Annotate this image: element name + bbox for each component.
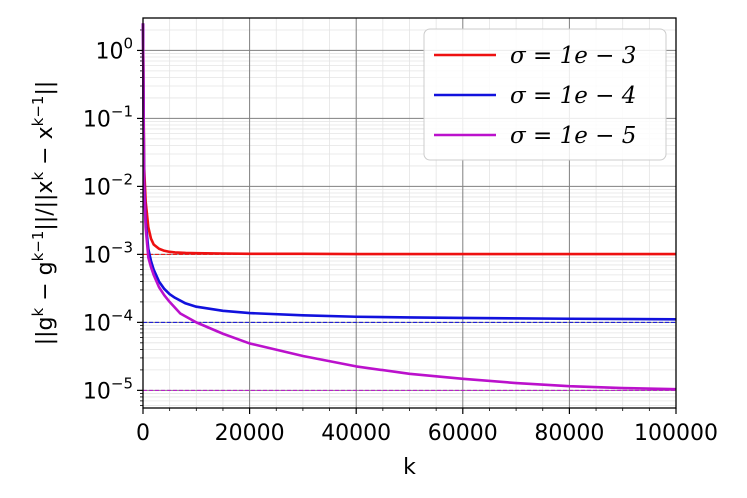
x-ticks: 0 20000 40000 60000 80000 100000	[136, 408, 718, 446]
plot-frame	[142, 17, 677, 409]
y-tick-label: 10−1	[83, 102, 133, 132]
x-tick-label: 100000	[634, 421, 718, 446]
legend-box	[423, 28, 667, 161]
x-tick-label: 80000	[534, 421, 604, 446]
y-tick-label: 10−2	[83, 170, 133, 200]
x-tick-label: 40000	[321, 421, 391, 446]
series-line	[141, 23, 676, 256]
y-tick-label: 10−4	[83, 306, 133, 336]
y-ticks: 100 10−1 10−2 10−3 10−4 10−5	[83, 34, 143, 404]
x-tick-label: 0	[136, 421, 150, 446]
plot-lines	[141, 23, 677, 391]
x-axis-label: k	[403, 455, 416, 480]
y-axis-label: ||gk − gk−1||/||xk − xk−1||	[29, 81, 58, 346]
y-tick-label: 10−3	[83, 238, 133, 268]
y-tick-label: 100	[95, 34, 133, 64]
legend: σ = 1e − 3 σ = 1e − 4 σ = 1e − 5	[423, 28, 667, 161]
y-tick-label: 10−5	[83, 374, 133, 404]
series-line	[141, 23, 677, 391]
minor-grid	[140, 18, 676, 411]
x-tick-label: 60000	[428, 421, 498, 446]
legend-label: σ = 1e − 5	[510, 123, 636, 149]
legend-label: σ = 1e − 3	[510, 43, 636, 69]
legend-label: σ = 1e − 4	[510, 83, 636, 109]
x-tick-label: 20000	[215, 421, 285, 446]
